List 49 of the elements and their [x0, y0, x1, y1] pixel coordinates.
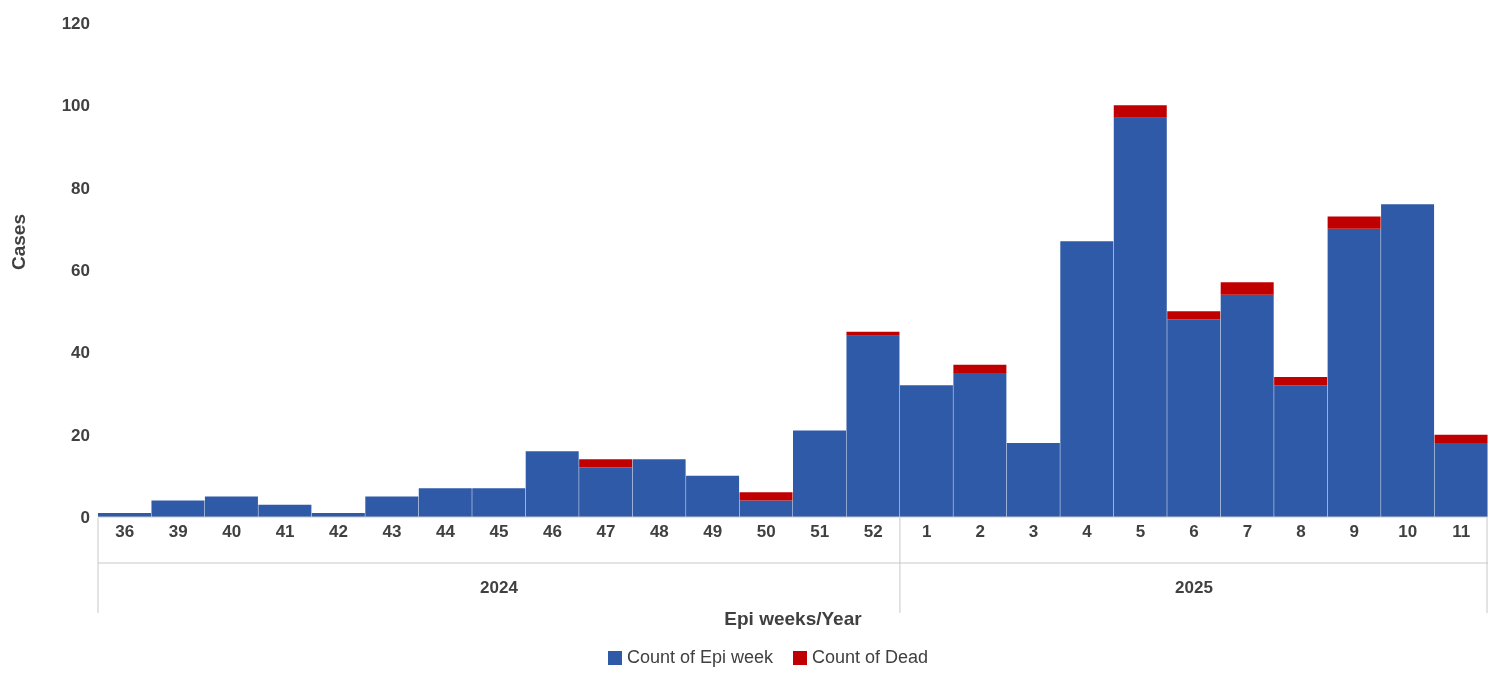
x-tick-label: 2	[975, 522, 985, 542]
x-tick-label: 47	[596, 522, 616, 542]
x-tick-label: 46	[542, 522, 562, 542]
bar	[846, 331, 900, 336]
x-tick-label: 49	[703, 522, 723, 542]
x-tick-label: 8	[1296, 522, 1306, 542]
x-tick-label: 50	[756, 522, 776, 542]
x-tick-label: 1	[921, 522, 932, 542]
y-tick-label: 100	[61, 96, 90, 116]
x-tick-label: 39	[168, 522, 188, 542]
y-tick-label: 20	[71, 425, 90, 445]
x-tick-label: 52	[863, 522, 883, 542]
x-tick-label: 6	[1189, 522, 1199, 542]
bar	[953, 364, 1007, 373]
x-tick-label: 43	[382, 522, 402, 542]
bar	[1167, 311, 1221, 320]
x-tick-label: 44	[436, 522, 456, 542]
legend-label: Count of Dead	[812, 647, 929, 668]
y-axis-title: Cases	[7, 214, 29, 270]
x-tick-label: 48	[649, 522, 669, 542]
x-tick-label: 5	[1135, 522, 1146, 542]
x-tick-label: 11	[1452, 522, 1471, 542]
x-tick-label: 42	[329, 522, 349, 542]
bar	[739, 492, 793, 501]
y-tick-label: 40	[71, 343, 90, 363]
y-tick-label: 60	[71, 261, 90, 281]
x-tick-label: 3	[1028, 522, 1039, 542]
bar	[1220, 282, 1274, 295]
x-axis-title: Epi weeks/Year	[724, 608, 863, 629]
x-tick-label: 51	[810, 522, 830, 542]
y-tick-label: 120	[61, 14, 90, 34]
x-tick-label: 7	[1242, 522, 1253, 542]
x-tick-label: 41	[275, 522, 295, 542]
y-tick-label: 0	[80, 508, 90, 528]
bar	[1113, 105, 1167, 118]
x-tick-label: 45	[489, 522, 509, 542]
x-tick-label: 9	[1349, 522, 1360, 542]
bar	[579, 459, 633, 468]
x-tick-label: 10	[1398, 522, 1418, 542]
x-tick-label: 36	[115, 522, 135, 542]
bar	[1434, 434, 1488, 443]
bar	[1274, 377, 1328, 386]
x-tick-label: 40	[222, 522, 242, 542]
bar	[1327, 216, 1381, 229]
x-tick-label: 4	[1082, 522, 1093, 542]
y-tick-label: 80	[71, 178, 90, 198]
legend-label: Count of Epi week	[626, 647, 773, 668]
text: 2025	[1174, 578, 1214, 598]
text: 2024	[479, 578, 519, 598]
